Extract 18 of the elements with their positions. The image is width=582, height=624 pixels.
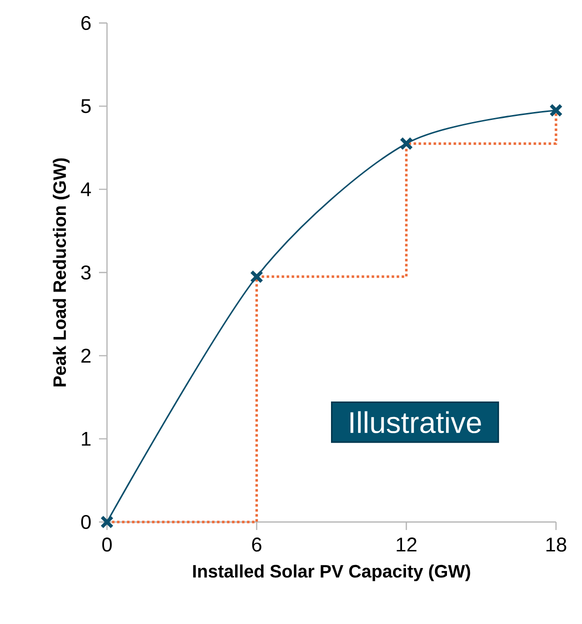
- y-axis-title: Peak Load Reduction (GW): [52, 158, 70, 386]
- annotation: Illustrative: [350, 411, 481, 434]
- y-tick-label: 4: [80, 182, 91, 196]
- y-tick-label: 1: [82, 432, 91, 446]
- x-tick-label: 6: [252, 538, 262, 552]
- y-tick-label: 5: [81, 99, 91, 114]
- point: [250, 270, 264, 284]
- point: [549, 104, 563, 118]
- x-axis-title: Installed Solar PV Capacity (GW): [193, 564, 470, 582]
- y-tick-label: 2: [81, 348, 90, 363]
- y-tick-label: 0: [81, 514, 91, 530]
- y-tick-label: 6: [81, 16, 91, 30]
- point: [400, 136, 414, 150]
- x-tick-label: 18: [546, 538, 566, 552]
- y-tick-label: 3: [81, 265, 91, 280]
- x-tick-label: 0: [102, 538, 112, 552]
- x-tick-label: 12: [396, 538, 416, 552]
- point: [100, 515, 114, 529]
